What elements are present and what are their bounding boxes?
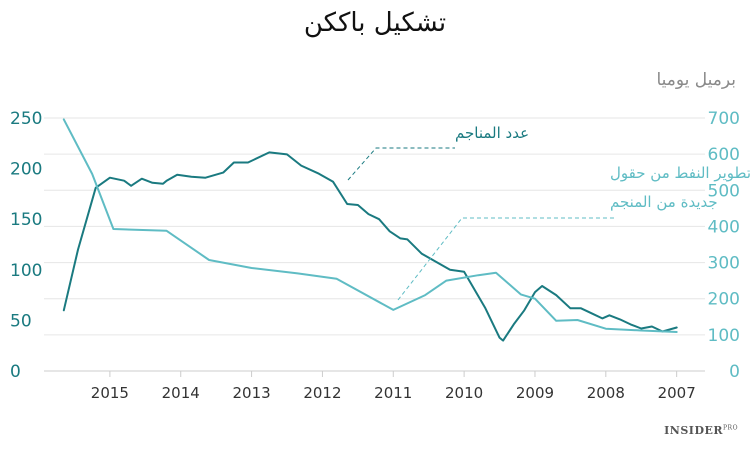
chart-title: تشكيل باككن: [303, 8, 447, 38]
right-axis-tick-label: 600: [708, 145, 740, 165]
rigs-annotation-label: عدد المناجم: [455, 124, 529, 142]
x-axis-tick-label: 2007: [658, 384, 696, 402]
right-axis-tick-label: 300: [708, 254, 740, 274]
right-axis-tick-label: 0: [729, 362, 740, 382]
production-annotation-label-line2: جديدة من المنجم: [610, 193, 718, 211]
right-axis-unit-label: برميل يوميا: [656, 70, 736, 90]
x-axis-tick-label: 2015: [91, 384, 129, 402]
right-axis-tick-label: 100: [708, 326, 740, 346]
left-axis-tick-label: 200: [10, 160, 42, 180]
production-line: [62, 118, 678, 333]
x-axis-ticks: 2015 2014 2013 2012 2011 2010 2009 2008 2007: [91, 371, 696, 402]
right-axis-tick-label: 400: [708, 217, 740, 237]
x-axis-tick-label: 2008: [587, 384, 625, 402]
x-axis-tick-label: 2009: [516, 384, 554, 402]
rig-count-line: [62, 151, 678, 342]
right-axis-ticks: 0 100 200 300 400 500 600 700: [708, 109, 740, 382]
right-axis-tick-label: 500: [708, 181, 740, 201]
x-axis-tick-label: 2014: [162, 384, 200, 402]
x-axis-tick-label: 2010: [445, 384, 483, 402]
series-lines: [62, 118, 678, 342]
production-annotation-leader: [397, 217, 615, 301]
annotations: عدد المناجم تطوير النفط من حقول جديدة من…: [347, 124, 750, 301]
x-axis-tick-label: 2013: [232, 384, 270, 402]
left-axis-tick-label: 100: [10, 261, 42, 281]
insider-pro-logo: INSIDERPRO: [664, 424, 738, 437]
rigs-annotation-leader: [347, 147, 455, 181]
right-axis-tick-label: 700: [708, 109, 740, 129]
left-axis-tick-label: 50: [10, 311, 32, 331]
left-axis-tick-label: 0: [10, 362, 21, 382]
left-axis-ticks: 0 50 100 150 200 250: [10, 109, 42, 382]
production-annotation-label-line1: تطوير النفط من حقول: [610, 164, 750, 182]
right-axis-tick-label: 200: [708, 290, 740, 310]
gridlines: [44, 117, 705, 372]
x-axis-tick-label: 2012: [303, 384, 341, 402]
x-axis-tick-label: 2011: [374, 384, 412, 402]
left-axis-tick-label: 250: [10, 109, 42, 129]
left-axis-tick-label: 150: [10, 210, 42, 230]
